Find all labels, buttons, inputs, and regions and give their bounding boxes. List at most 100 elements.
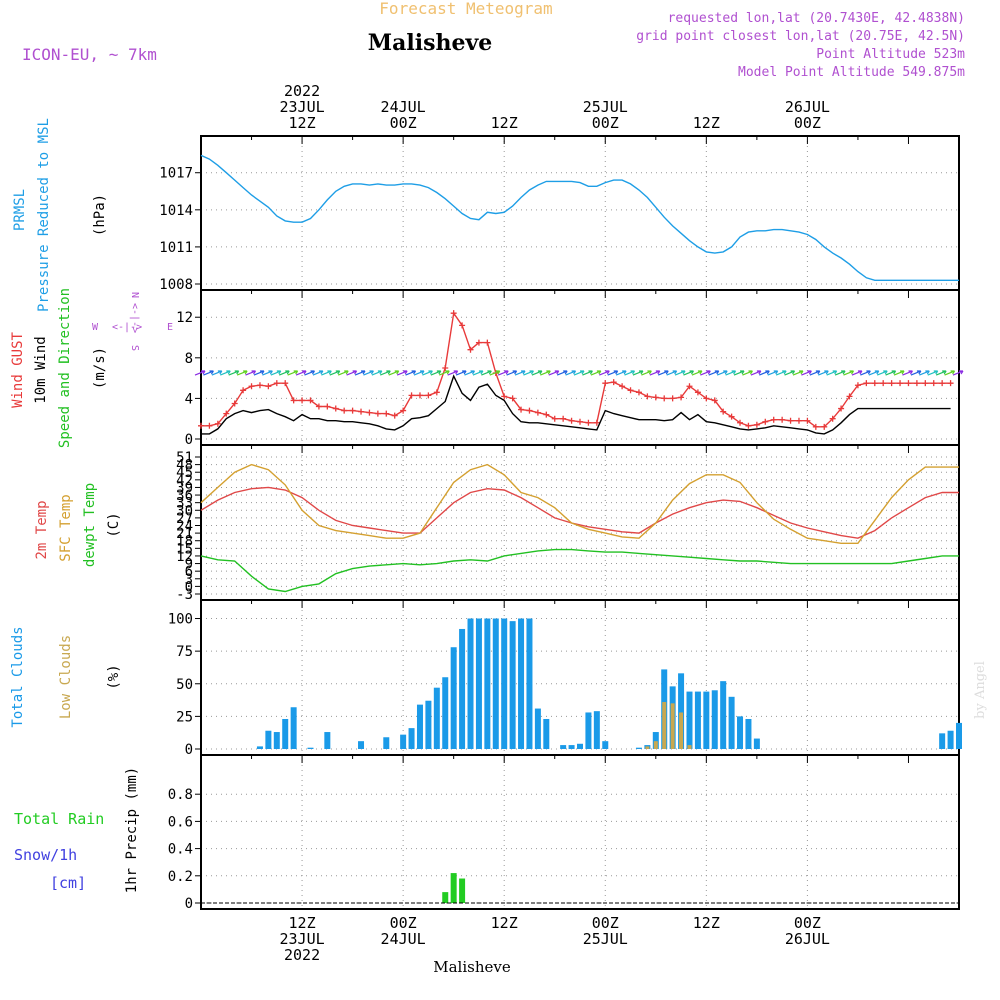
wind-direction-arrow bbox=[245, 370, 257, 376]
rain-bar bbox=[442, 892, 449, 903]
gust-marker bbox=[711, 397, 718, 404]
total-cloud-bar bbox=[635, 747, 642, 749]
gust-marker bbox=[366, 409, 373, 416]
gust-marker bbox=[585, 419, 592, 426]
gust-marker bbox=[593, 419, 600, 426]
gust-marker bbox=[686, 383, 693, 390]
y-tick-label: 0 bbox=[185, 896, 193, 912]
wind-direction-arrow bbox=[876, 370, 888, 376]
y-tick-label: 6 bbox=[185, 564, 193, 580]
gust-marker bbox=[661, 395, 668, 402]
precip-panel: 0 0.2 0.4 0.6 0.8 bbox=[168, 754, 960, 912]
total-cloud-bar bbox=[956, 722, 962, 749]
wind-direction-arrow bbox=[354, 370, 366, 376]
total-cloud-bar bbox=[585, 712, 592, 749]
wind-direction-arrow bbox=[573, 370, 585, 376]
total-cloud-bar bbox=[711, 690, 718, 749]
gust-marker bbox=[812, 423, 819, 430]
time-label: 00Z bbox=[592, 114, 619, 132]
precip-label: 1hr Precip (mm) bbox=[124, 767, 140, 893]
page-title: Malisheve bbox=[368, 30, 492, 56]
pressure-unit: (hPa) bbox=[92, 194, 108, 236]
time-label: 12Z bbox=[289, 114, 316, 132]
gust-marker bbox=[299, 397, 306, 404]
gust-marker bbox=[416, 392, 423, 399]
wind-direction-arrow bbox=[632, 370, 644, 376]
wind-direction-arrow bbox=[843, 370, 855, 376]
dewpt-label: dewpt Temp bbox=[82, 483, 98, 567]
pressure-label-1: PRMSL bbox=[12, 189, 28, 231]
total-cloud-bar bbox=[307, 747, 314, 749]
time-label: 24JUL bbox=[381, 930, 426, 948]
y-tick-label: 100 bbox=[168, 612, 193, 628]
wind-direction-arrow bbox=[893, 370, 905, 376]
y-tick-label: 48 bbox=[176, 458, 193, 474]
compass-e: E bbox=[167, 322, 173, 333]
wind-direction-arrow bbox=[388, 370, 400, 376]
y-tick-label: 27 bbox=[176, 511, 193, 527]
gust-marker bbox=[315, 403, 322, 410]
gust-marker bbox=[433, 389, 440, 396]
gust-marker bbox=[644, 393, 651, 400]
gust-marker bbox=[475, 339, 482, 346]
gust-marker bbox=[332, 405, 339, 412]
gust-marker bbox=[324, 403, 331, 410]
total-cloud-bar bbox=[593, 711, 600, 749]
gust-marker bbox=[770, 416, 777, 423]
total-cloud-bar bbox=[577, 743, 583, 749]
time-label: 23JUL bbox=[279, 98, 324, 116]
gust-marker bbox=[543, 411, 550, 418]
time-label: 00Z bbox=[390, 114, 417, 132]
gust-marker bbox=[905, 380, 912, 387]
supertitle: Forecast Meteogram bbox=[379, 0, 552, 18]
wind-direction-arrow bbox=[481, 370, 492, 376]
wind-direction-arrow bbox=[700, 370, 711, 376]
gust-marker bbox=[509, 395, 516, 402]
wind-direction-arrow bbox=[792, 370, 804, 376]
requested-coords: requested lon,lat (20.7430E, 42.4838N) bbox=[668, 11, 965, 26]
sfc-temp-line bbox=[200, 463, 959, 544]
gust-marker bbox=[341, 407, 348, 414]
gust-marker bbox=[526, 407, 533, 414]
gust-marker bbox=[821, 423, 828, 430]
model-label: ICON-EU, ~ 7km bbox=[22, 45, 157, 64]
wind-direction-arrow bbox=[809, 370, 821, 376]
model-altitude: Model Point Altitude 549.875m bbox=[738, 65, 965, 80]
wind-direction-arrow bbox=[565, 370, 577, 376]
total-cloud-bar bbox=[686, 691, 693, 749]
total-cloud-bar bbox=[526, 618, 533, 749]
total-cloud-bar bbox=[652, 732, 659, 749]
wind-direction-arrow bbox=[321, 370, 332, 376]
gust-marker bbox=[290, 397, 297, 404]
total-cloud-bar bbox=[273, 732, 280, 749]
time-label: 12Z bbox=[491, 114, 518, 132]
wind-direction-arrow bbox=[312, 370, 324, 376]
gust-marker bbox=[829, 415, 836, 422]
wind-direction-arrow bbox=[590, 370, 602, 376]
sfc-temp-label: SFC Temp bbox=[58, 494, 74, 561]
rain-bar bbox=[450, 873, 457, 903]
wind-direction-arrow bbox=[439, 370, 450, 376]
gust-marker bbox=[240, 387, 247, 394]
total-cloud-bar bbox=[509, 621, 516, 749]
gust-marker bbox=[400, 407, 407, 414]
rain-bar bbox=[459, 878, 466, 903]
watermark: by Angel bbox=[973, 661, 988, 719]
total-cloud-bar bbox=[518, 618, 525, 749]
gust-marker bbox=[265, 383, 272, 390]
total-cloud-bar bbox=[947, 730, 954, 749]
pressure-line bbox=[200, 154, 959, 281]
total-cloud-bar bbox=[560, 745, 567, 749]
low-clouds-label: Low Clouds bbox=[58, 635, 74, 719]
gust-marker bbox=[703, 395, 710, 402]
low-cloud-bar bbox=[645, 746, 650, 749]
gust-marker bbox=[863, 380, 870, 387]
time-label: 00Z bbox=[592, 914, 619, 932]
low-cloud-bar bbox=[653, 741, 658, 749]
wind-direction-arrow bbox=[759, 370, 770, 376]
time-label: 2022 bbox=[284, 82, 320, 100]
time-label: 26JUL bbox=[785, 98, 830, 116]
wind-direction-arrow bbox=[413, 370, 425, 376]
